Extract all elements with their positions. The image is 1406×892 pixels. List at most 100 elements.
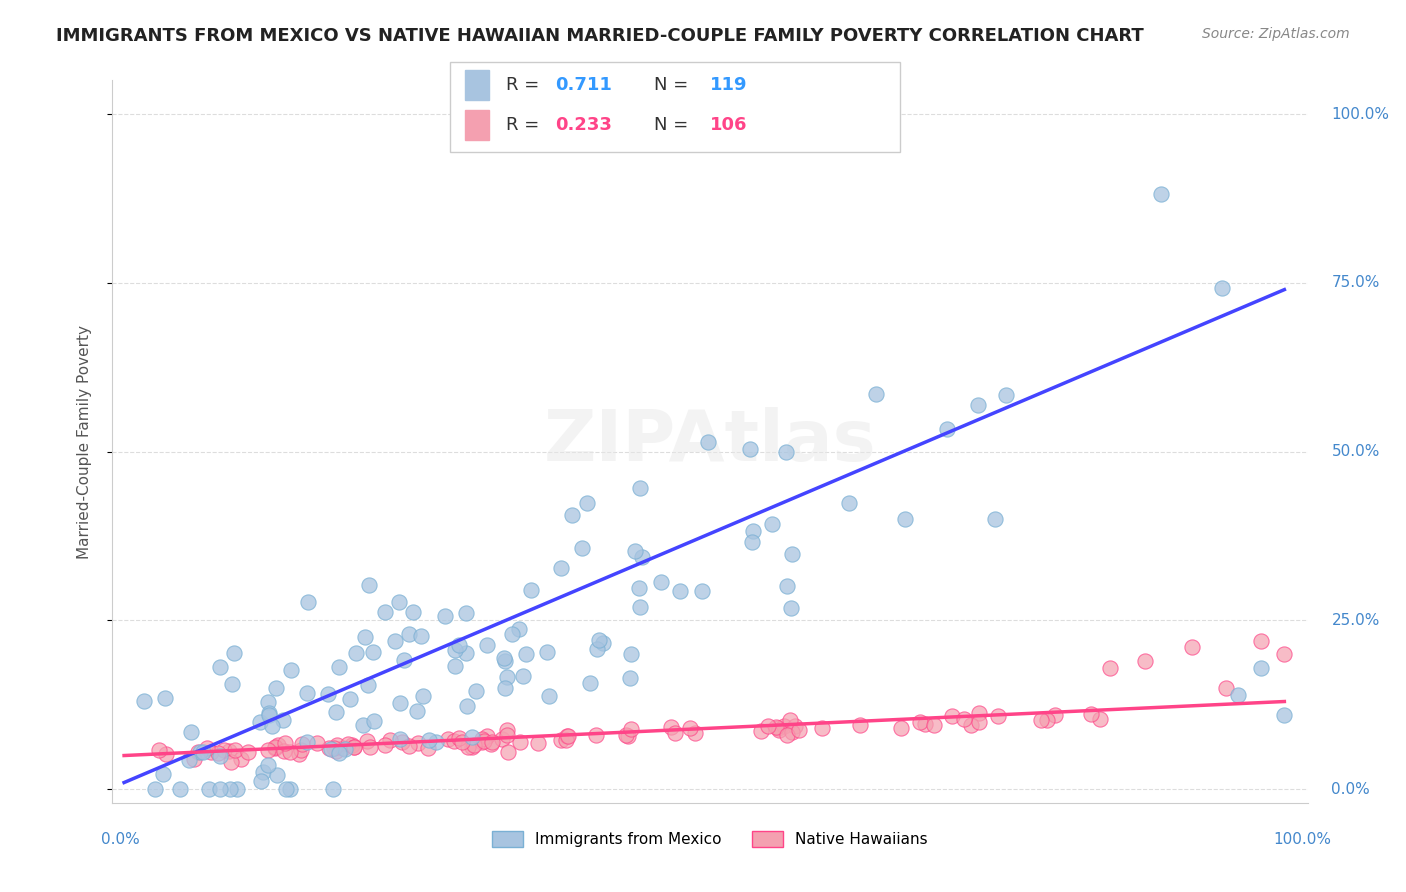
Point — [208, 660, 231, 674]
Point — [180, 725, 202, 739]
Point — [219, 755, 242, 769]
Point — [447, 731, 470, 745]
Point — [280, 663, 302, 677]
Point — [318, 740, 340, 755]
Point — [187, 745, 209, 759]
Text: 119: 119 — [710, 76, 748, 94]
Point — [765, 720, 787, 734]
Point — [536, 645, 558, 659]
Point — [696, 434, 718, 449]
Point — [995, 388, 1018, 402]
Point — [356, 677, 378, 691]
Point — [229, 752, 252, 766]
Point — [461, 731, 484, 745]
Point — [773, 718, 796, 732]
Point — [152, 766, 174, 780]
Point — [515, 647, 537, 661]
Point — [200, 745, 222, 759]
Text: R =: R = — [506, 76, 546, 94]
Point — [749, 724, 772, 739]
Point — [398, 627, 420, 641]
Point — [586, 642, 609, 657]
Point — [132, 694, 155, 708]
Point — [155, 691, 177, 706]
Point — [768, 723, 790, 737]
Text: 100.0%: 100.0% — [1274, 831, 1331, 847]
Point — [391, 734, 413, 748]
Text: ZIPAtlas: ZIPAtlas — [544, 407, 876, 476]
Point — [449, 638, 471, 652]
Point — [585, 728, 607, 742]
Point — [384, 634, 406, 648]
Point — [776, 579, 799, 593]
Point — [209, 749, 232, 764]
Point — [619, 671, 641, 685]
Point — [224, 743, 246, 757]
Point — [659, 720, 682, 734]
Point — [761, 517, 783, 532]
Point — [578, 676, 600, 690]
Text: 100.0%: 100.0% — [1331, 106, 1389, 121]
Point — [650, 574, 672, 589]
Point — [406, 736, 429, 750]
Point — [257, 695, 280, 709]
Point — [402, 606, 425, 620]
Point — [512, 669, 534, 683]
Point — [959, 718, 981, 732]
Point — [325, 738, 347, 752]
Point — [922, 718, 945, 732]
Point — [576, 496, 599, 510]
Point — [780, 601, 803, 615]
Point — [477, 729, 499, 743]
Point — [1150, 187, 1173, 202]
Point — [849, 718, 872, 732]
Point — [679, 721, 702, 735]
Point — [454, 606, 477, 620]
Point — [894, 512, 917, 526]
Point — [143, 782, 166, 797]
Point — [461, 739, 484, 754]
Point — [616, 728, 638, 742]
Point — [271, 713, 294, 727]
Point — [496, 670, 519, 684]
Point — [783, 719, 806, 733]
Point — [1045, 707, 1067, 722]
Point — [775, 444, 797, 458]
Point — [389, 696, 412, 710]
Point — [276, 782, 298, 797]
Point — [780, 547, 803, 561]
Point — [508, 623, 530, 637]
Text: N =: N = — [654, 116, 693, 134]
Point — [267, 738, 290, 752]
Point — [984, 512, 1007, 526]
Point — [374, 738, 396, 752]
Point — [477, 638, 499, 652]
Text: 0.0%: 0.0% — [101, 831, 139, 847]
Point — [620, 723, 643, 737]
Point — [491, 731, 513, 746]
Point — [494, 653, 516, 667]
Point — [627, 582, 650, 596]
Point — [494, 681, 516, 695]
Point — [623, 544, 645, 558]
Point — [273, 736, 295, 750]
Point — [212, 743, 235, 757]
Point — [811, 721, 834, 735]
Point — [1226, 688, 1249, 702]
Point — [557, 730, 579, 744]
Point — [1080, 707, 1102, 722]
Point — [1180, 640, 1202, 655]
Point — [768, 721, 790, 735]
Point — [620, 648, 643, 662]
Point — [155, 747, 177, 761]
Point — [297, 686, 319, 700]
Point — [494, 651, 516, 665]
Point — [444, 643, 467, 657]
Point — [628, 599, 651, 614]
Point — [501, 627, 523, 641]
Point — [526, 736, 548, 750]
Point — [340, 738, 363, 752]
Point — [509, 735, 531, 749]
Point — [388, 732, 411, 747]
Point — [290, 743, 312, 757]
